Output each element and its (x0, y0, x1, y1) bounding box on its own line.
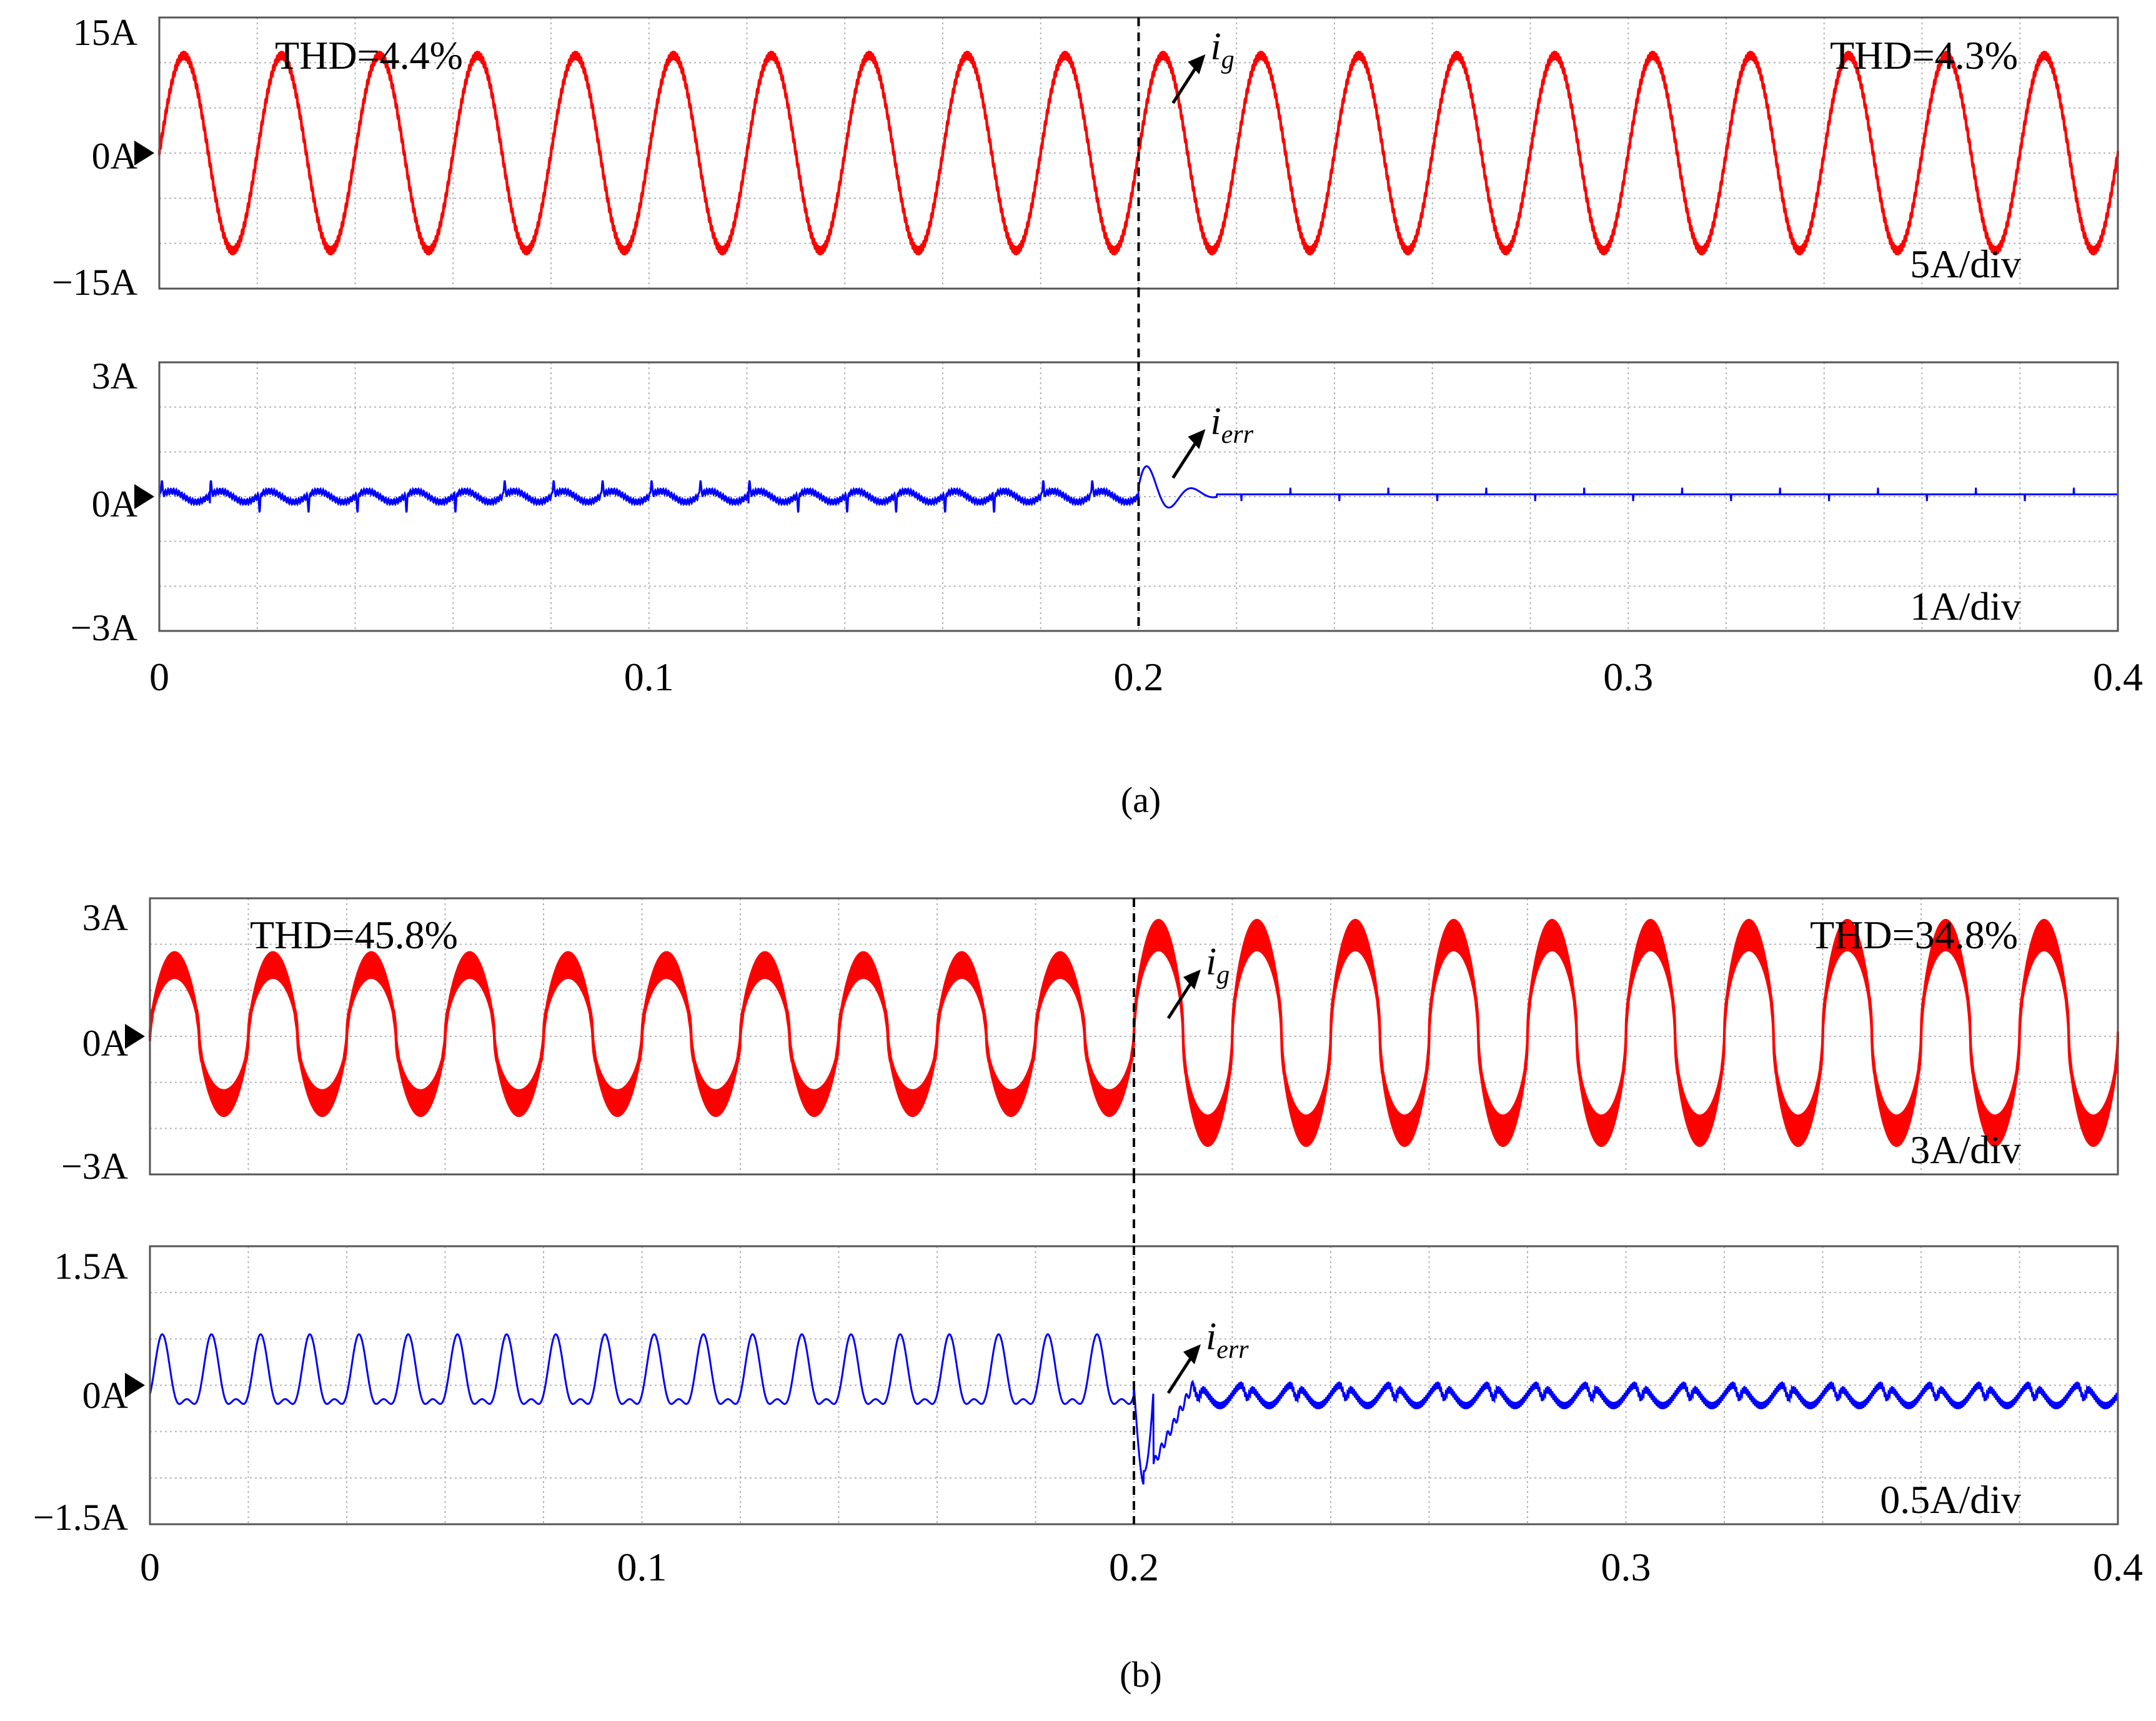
x-tick-label: 0.4 (2093, 1545, 2143, 1589)
panel-b-bottom: 1.5A 0A −1.5A 0.5A/div ierr (33, 1245, 2119, 1538)
scale-label: 5A/div (1910, 242, 2021, 286)
channel-annotation: ierr (1206, 1316, 1249, 1364)
annotation-arrow (1171, 63, 1200, 104)
x-tick-label: 0.2 (1109, 1545, 1159, 1589)
thd-after-label: THD=34.8% (1810, 913, 2018, 957)
thd-before-label: THD=45.8% (250, 913, 458, 957)
y-tick-label: −1.5A (33, 1497, 128, 1538)
x-tick-label: 0.1 (624, 655, 674, 699)
thd-after-label: THD=4.3% (1830, 33, 2018, 77)
channel-annotation-subscript: err (1221, 420, 1254, 449)
y-tick-label: 0A (82, 1375, 128, 1416)
y-tick-label: 0A (92, 484, 137, 525)
panel-b-top: 3A 0A −3A THD=45.8% THD=34.8% 3A/div ig (61, 897, 2119, 1187)
subfigure-label-a: (a) (1121, 780, 1161, 820)
zero-level-marker-icon (125, 1024, 145, 1049)
channel-annotation: ig (1211, 26, 1234, 74)
channel-annotation-subscript: g (1221, 46, 1234, 74)
x-tick-label: 0.4 (2093, 655, 2143, 699)
arrowhead-icon (1183, 970, 1201, 989)
y-tick-label: −3A (61, 1146, 128, 1187)
y-tick-label: 15A (73, 12, 137, 53)
channel-annotation-main: i (1206, 1316, 1216, 1358)
panel-a-top: 15A 0A −15A THD=4.4% THD=4.3% 5A/div ig (52, 12, 2119, 303)
y-tick-label: 0A (92, 136, 137, 177)
channel-annotation-main: i (1206, 941, 1216, 983)
scale-label: 3A/div (1910, 1128, 2021, 1172)
x-tick-label: 0.2 (1114, 655, 1164, 699)
arrowhead-icon (1188, 54, 1206, 74)
thd-before-label: THD=4.4% (275, 33, 463, 77)
x-tick-label: 0.3 (1603, 655, 1653, 699)
gridlines (159, 362, 2118, 631)
subfigure-label-b: (b) (1120, 1654, 1162, 1695)
channel-annotation-subscript: g (1216, 961, 1230, 989)
y-tick-label: 3A (92, 355, 137, 397)
channel-annotation-main: i (1211, 400, 1221, 443)
y-tick-label: −15A (52, 262, 137, 303)
channel-annotation-subscript: err (1216, 1336, 1249, 1364)
gridlines (150, 1246, 2118, 1524)
annotation-arrow (1171, 438, 1200, 479)
zero-level-marker-icon (134, 484, 154, 509)
y-tick-label: 3A (82, 897, 128, 938)
y-tick-label: −3A (71, 607, 137, 648)
x-tick-label: 0.3 (1601, 1545, 1651, 1589)
annotation-arrow (1166, 1353, 1195, 1394)
x-tick-label: 0.1 (617, 1545, 667, 1589)
scale-label: 1A/div (1910, 584, 2021, 628)
time-axes: 0 0.1 0.2 0.3 0.4 0 0.1 0.2 0.3 0.4 (140, 289, 2143, 1589)
arrowhead-icon (1183, 1344, 1201, 1364)
arrowhead-icon (1188, 429, 1206, 449)
x-tick-label: 0 (149, 655, 169, 699)
scale-label: 0.5A/div (1880, 1477, 2021, 1522)
annotation-arrow (1166, 978, 1195, 1019)
y-tick-label: 1.5A (54, 1246, 128, 1287)
channel-annotation-main: i (1211, 26, 1221, 68)
y-tick-label: 0A (82, 1023, 128, 1064)
panel-a-bottom: 3A 0A −3A 1A/div ierr (71, 355, 2119, 648)
channel-annotation: ig (1206, 941, 1230, 989)
zero-level-marker-icon (134, 141, 154, 166)
channel-annotation: ierr (1211, 400, 1254, 449)
x-tick-label: 0 (140, 1545, 160, 1589)
zero-level-marker-icon (125, 1372, 145, 1398)
